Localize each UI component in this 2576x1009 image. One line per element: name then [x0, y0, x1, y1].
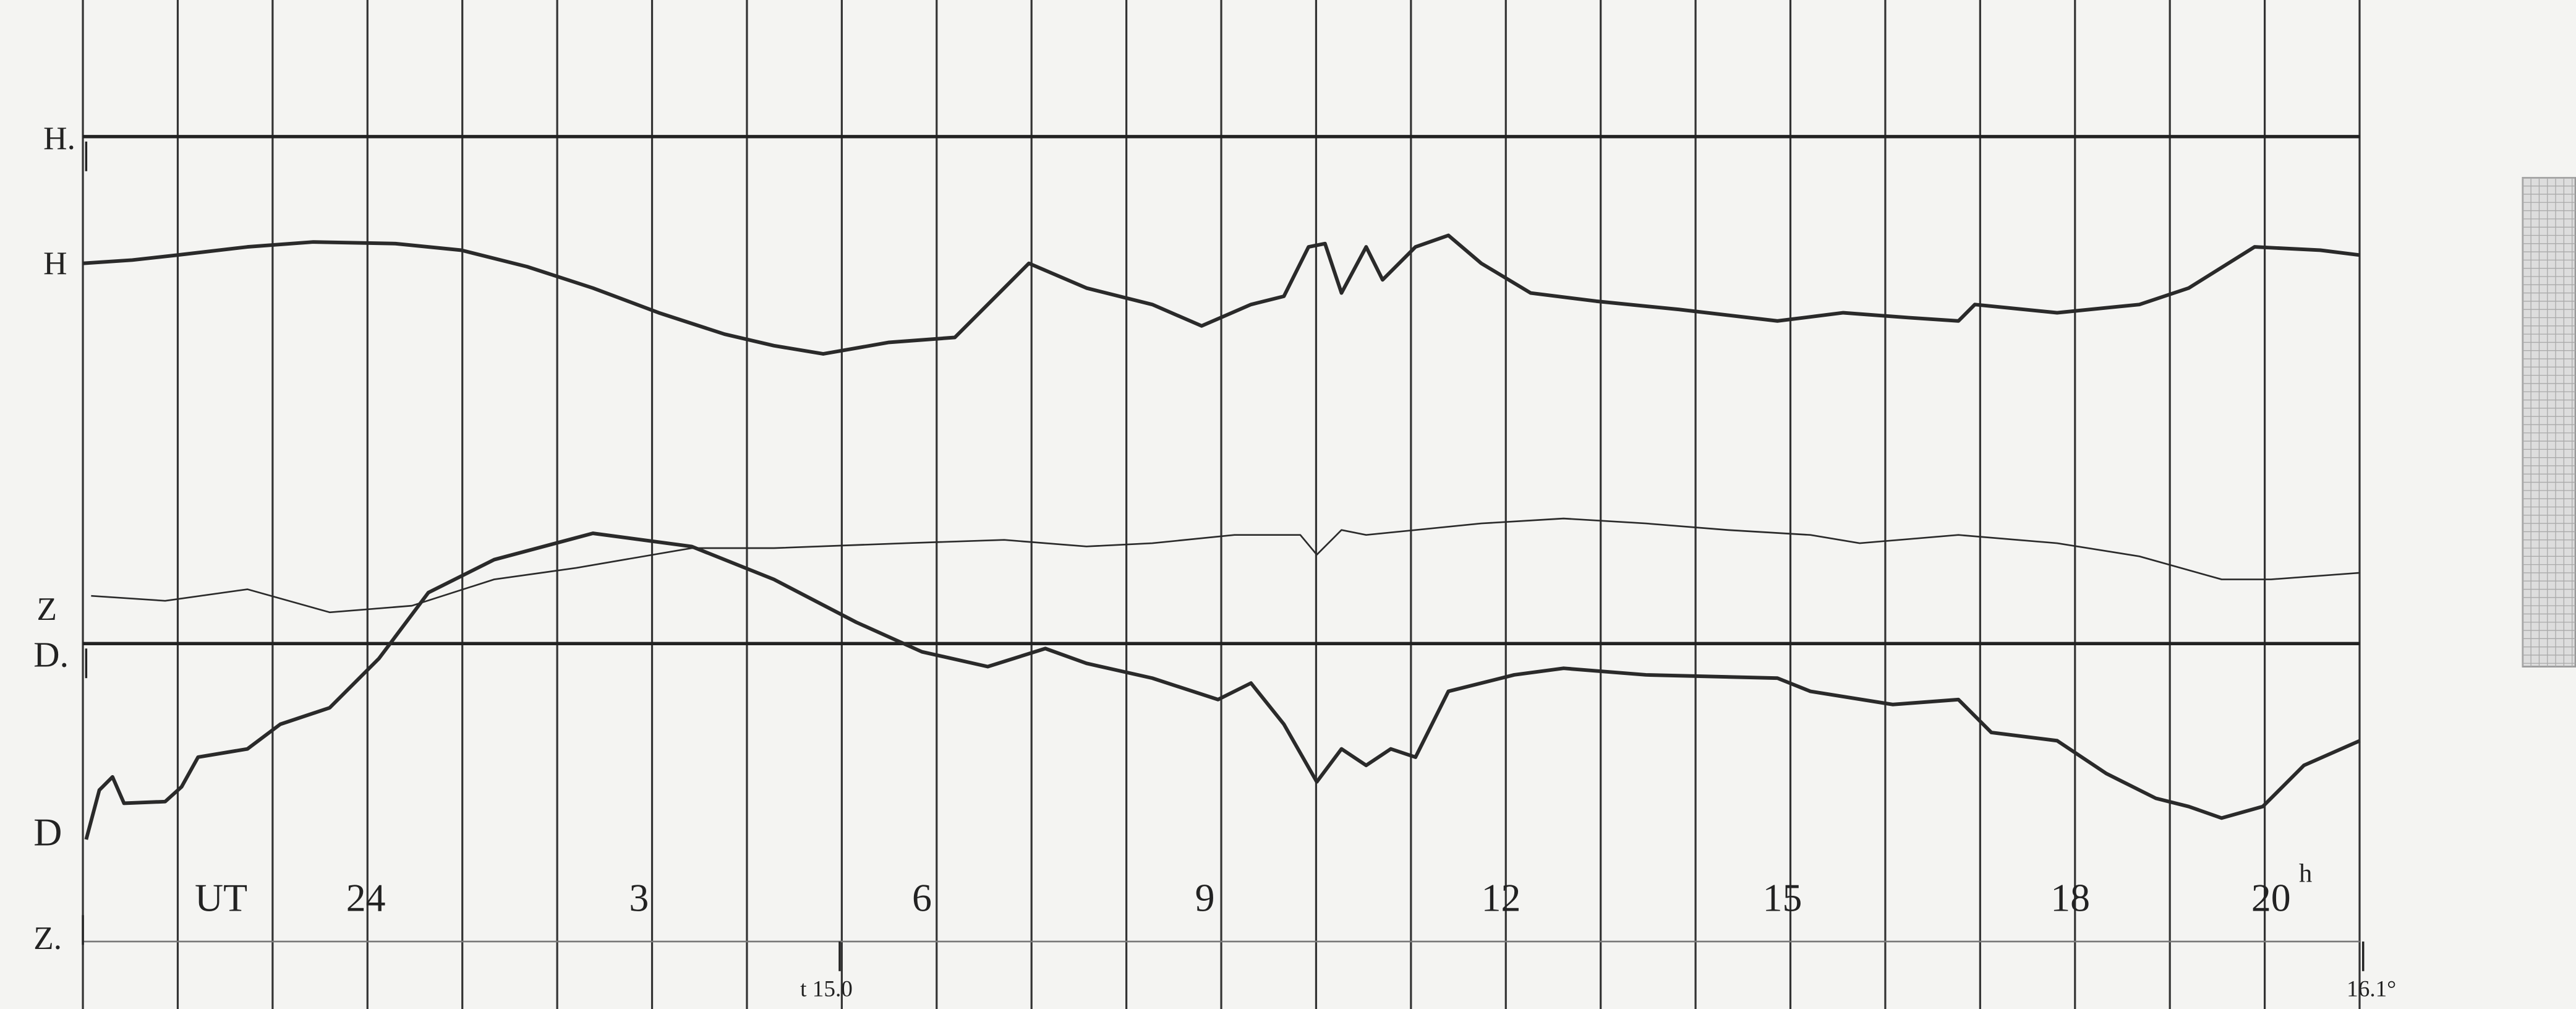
channel-label: H. — [43, 120, 75, 157]
channel-label: Z. — [33, 920, 62, 956]
scale-strip — [2522, 177, 2576, 668]
hour-label: 3 — [629, 876, 649, 920]
channel-label: Z — [37, 591, 57, 627]
hour-label: 18 — [2050, 876, 2090, 920]
hour-labels: 24 3 6 9 12 15 18 20 — [346, 876, 2291, 920]
hour-label: 24 — [346, 876, 386, 920]
baselines — [83, 135, 2360, 943]
hour-label: 12 — [1482, 876, 1521, 920]
h-trace — [82, 233, 2360, 356]
temperature-start: t 15.0 — [800, 976, 853, 1002]
hour-label: 20 — [2251, 876, 2291, 920]
hour-label: 9 — [1195, 876, 1215, 920]
channel-label: D. — [33, 635, 69, 675]
z-trace — [91, 517, 2360, 614]
hour-unit: h — [2299, 859, 2312, 888]
arrows — [82, 141, 2365, 971]
hour-grid — [82, 0, 2361, 1009]
temperature-end: 16.1° — [2347, 976, 2396, 1002]
hour-label: 15 — [1763, 876, 1802, 920]
time-axis-label: UT — [195, 876, 247, 920]
hour-label: 6 — [912, 876, 932, 920]
channel-label: H — [43, 245, 67, 281]
channel-label: D — [33, 810, 62, 854]
d-trace — [84, 531, 2361, 840]
